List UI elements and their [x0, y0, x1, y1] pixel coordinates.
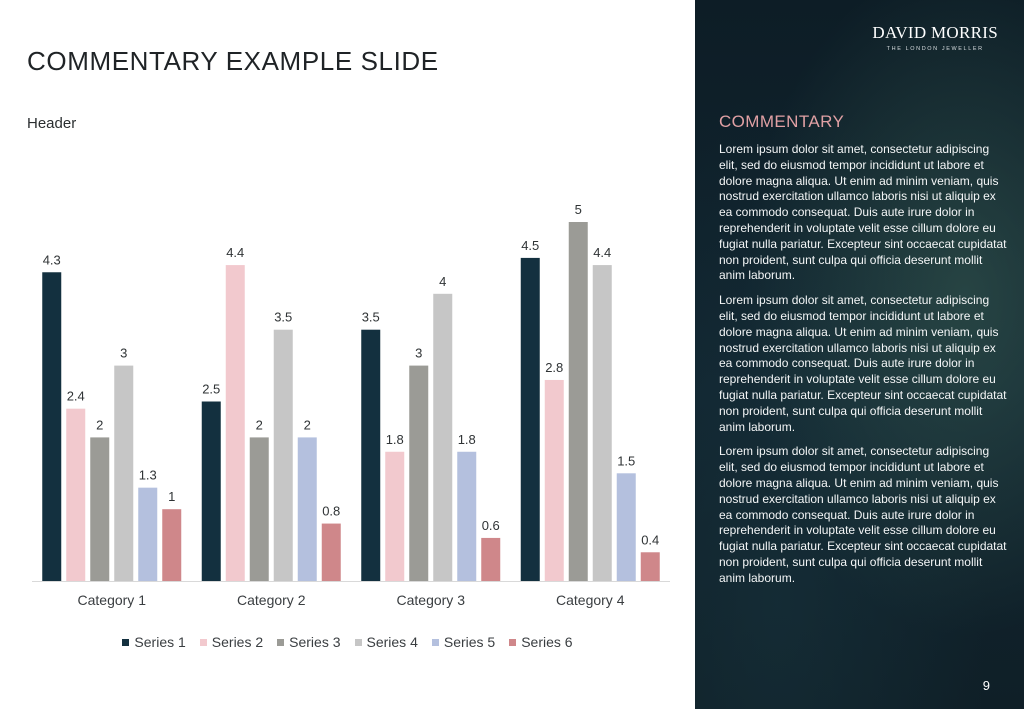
commentary-panel: DAVID MORRIS THE LONDON JEWELLER COMMENT… — [695, 0, 1024, 709]
legend-item: Series 1 — [122, 634, 186, 650]
commentary-body: Lorem ipsum dolor sit amet, consectetur … — [719, 142, 1009, 596]
data-label: 3 — [120, 346, 127, 361]
bar-series-3-1 — [90, 437, 110, 581]
data-label: 2.5 — [202, 382, 220, 397]
bar-series-6-1 — [162, 509, 182, 581]
data-label: 4.3 — [43, 252, 61, 267]
commentary-paragraph: Lorem ipsum dolor sit amet, consectetur … — [719, 293, 1007, 434]
brand-tagline: THE LONDON JEWELLER — [886, 46, 984, 52]
legend-swatch — [122, 638, 130, 646]
legend-swatch — [354, 638, 362, 646]
data-label: 2.8 — [545, 360, 563, 375]
slide-title: COMMENTARY EXAMPLE SLIDE — [27, 46, 439, 76]
bar-series-5-4 — [616, 473, 636, 581]
legend-label: Series 4 — [366, 634, 418, 650]
data-label: 0.6 — [482, 518, 500, 533]
commentary-paragraph: Lorem ipsum dolor sit amet, consectetur … — [719, 142, 1007, 283]
data-label: 1.5 — [617, 453, 635, 468]
bar-series-4-4 — [592, 265, 612, 581]
data-label: 3.5 — [362, 310, 380, 325]
data-label: 3.5 — [274, 310, 292, 325]
legend-item: Series 4 — [354, 634, 418, 650]
commentary-paragraph: Lorem ipsum dolor sit amet, consectetur … — [719, 444, 1007, 585]
bar-series-6-2 — [321, 523, 341, 581]
legend-label: Series 6 — [521, 634, 573, 650]
commentary-title: COMMENTARY — [719, 112, 845, 131]
data-label: 4.5 — [521, 238, 539, 253]
data-label: 3 — [415, 346, 422, 361]
category-label: Category 3 — [397, 592, 466, 608]
category-label: Category 1 — [78, 592, 147, 608]
data-label: 1 — [168, 489, 175, 504]
bar-series-1-2 — [201, 401, 221, 581]
bar-chart: 4.3 2.4 2 3 1.3 1 Category 1 2.5 4.4 2 3.5 2 0.8 Cate… — [32, 202, 670, 608]
bar-series-2-1 — [66, 408, 86, 581]
bar-series-4-3 — [433, 293, 453, 581]
data-label: 2.4 — [67, 389, 85, 404]
legend-item: Series 5 — [431, 634, 496, 650]
legend-label: Series 5 — [443, 634, 496, 650]
data-label: 0.8 — [322, 504, 340, 519]
bar-series-2-2 — [225, 265, 245, 581]
legend-label: Series 1 — [134, 634, 186, 650]
data-label: 1.8 — [386, 432, 404, 447]
data-label: 1.3 — [139, 468, 157, 483]
brand-name: DAVID MORRIS — [872, 23, 998, 42]
legend-item: Series 3 — [277, 634, 341, 650]
bar-series-1-3 — [361, 329, 381, 581]
chart-panel: COMMENTARY EXAMPLE SLIDE Header 4.3 2.4 2 3… — [0, 46, 695, 650]
bar-series-4-1 — [114, 365, 134, 581]
chart-legend: Series 1 Series 2 Series 3 Series 4 Series 5… — [0, 634, 695, 650]
bar-series-3-3 — [409, 365, 429, 581]
legend-label: Series 3 — [289, 634, 341, 650]
data-label: 2 — [304, 417, 311, 432]
bar-series-2-3 — [385, 451, 405, 581]
bar-series-5-3 — [457, 451, 477, 581]
brand-logo: DAVID MORRIS THE LONDON JEWELLER — [872, 23, 998, 52]
bar-series-5-1 — [138, 487, 158, 581]
category-label: Category 4 — [556, 592, 625, 608]
data-label: 4.4 — [226, 245, 244, 260]
bar-series-5-2 — [297, 437, 317, 581]
legend-swatch — [431, 638, 439, 646]
page-number: 9 — [982, 678, 990, 693]
category-label: Category 2 — [237, 592, 306, 608]
legend-item: Series 6 — [509, 634, 573, 650]
data-label: 2 — [96, 417, 103, 432]
data-label: 2 — [256, 417, 263, 432]
legend-label: Series 2 — [211, 634, 264, 650]
bar-series-4-2 — [273, 329, 293, 581]
bar-series-2-4 — [544, 379, 564, 581]
chart-header: Header — [27, 115, 77, 132]
legend-item: Series 2 — [199, 634, 264, 650]
data-label: 5 — [575, 202, 582, 217]
legend-swatch — [509, 638, 517, 646]
legend-swatch — [199, 638, 207, 646]
data-label: 4 — [439, 274, 446, 289]
bar-series-1-1 — [42, 272, 62, 581]
bar-series-3-2 — [249, 437, 269, 581]
data-label: 4.4 — [593, 245, 611, 260]
bar-series-1-4 — [520, 257, 540, 581]
data-label: 1.8 — [458, 432, 476, 447]
bar-series-3-4 — [568, 222, 588, 581]
bar-series-6-4 — [640, 552, 660, 581]
data-label: 0.4 — [641, 532, 659, 547]
bar-series-6-3 — [481, 537, 501, 581]
legend-swatch — [277, 638, 285, 646]
